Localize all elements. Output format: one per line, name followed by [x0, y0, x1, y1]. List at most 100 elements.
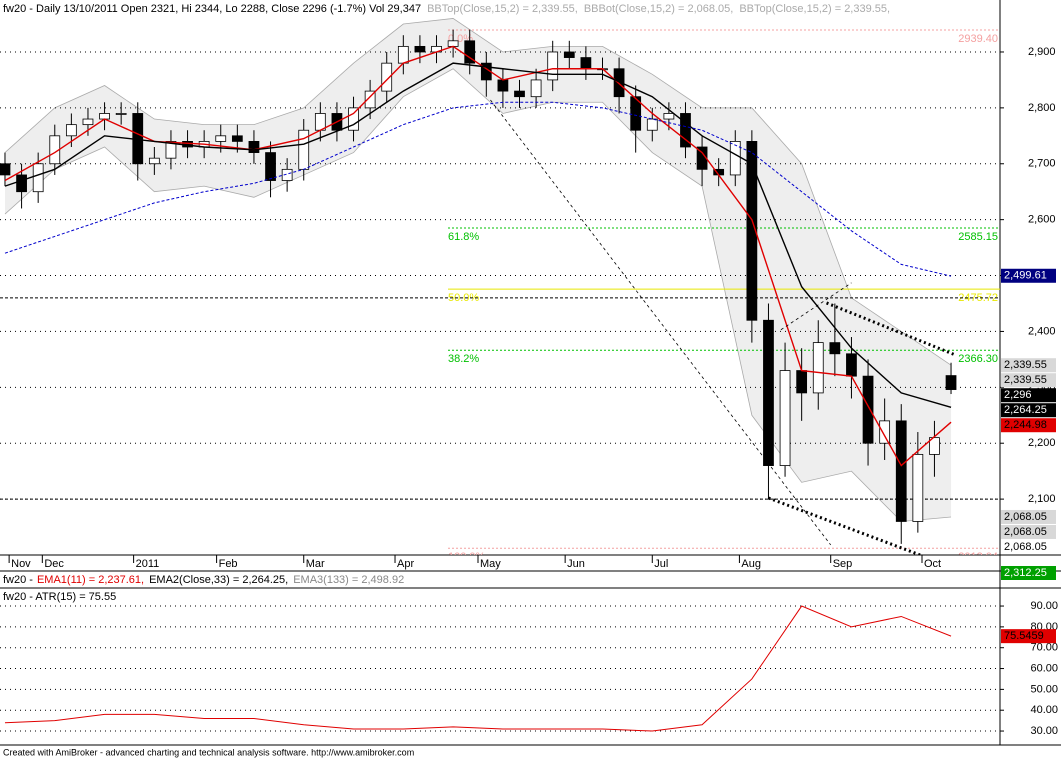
candle-body: [447, 40, 459, 47]
fib-level-label: 100.0%: [448, 551, 486, 563]
candle-body: [895, 420, 907, 522]
axis-marker-label: 75.5459: [1004, 630, 1044, 642]
candle-body: [397, 45, 409, 64]
candle-body: [215, 135, 227, 142]
fib-value-label: 2475.72: [958, 292, 998, 304]
candle-body: [381, 62, 393, 92]
candle-body: [32, 163, 44, 193]
fib-value-label: 2012.04: [958, 551, 998, 563]
candle-body: [348, 107, 359, 131]
axis-marker-label: 2,499.61: [1004, 270, 1047, 282]
axis-marker: [1001, 509, 1056, 524]
trend-line: [825, 301, 956, 357]
candle-body: [879, 420, 891, 444]
candle-body: [630, 96, 642, 131]
x-tick-label: Feb: [219, 558, 238, 570]
axis-marker-label: 2,068.05: [1004, 526, 1047, 538]
atr-line: [4, 605, 952, 732]
fib-level-label: 61.8%: [448, 231, 479, 243]
ema-line: [4, 62, 952, 408]
candle-body: [281, 168, 293, 181]
x-tick-label: Dec: [44, 558, 64, 570]
axis-marker: [1001, 358, 1056, 373]
candle-body: [862, 375, 874, 444]
x-tick-label: Apr: [397, 558, 414, 570]
y-tick-label: 30.00: [1030, 725, 1058, 737]
y-tick-label: 2,100: [1028, 493, 1056, 505]
axis-marker-label: 2,264.25: [1004, 404, 1047, 416]
x-tick-label: Jul: [654, 558, 668, 570]
axis-marker: [1001, 539, 1056, 554]
legend-prefix: fw20 -: [3, 574, 33, 586]
axis-marker-label: 2,339.55: [1004, 359, 1047, 371]
axis-marker: [1001, 373, 1056, 388]
candle-body: [829, 342, 841, 355]
candle-body: [530, 79, 542, 98]
chart-title: fw20 - Daily 13/10/2011 Open 2321, Hi 23…: [3, 3, 421, 15]
candle-body: [563, 51, 575, 58]
y-tick-label: 60.00: [1030, 662, 1058, 674]
axis-marker-label: 2,296: [1004, 389, 1032, 401]
candle-body: [746, 141, 758, 321]
fib-level-label: 50.0%: [448, 292, 479, 304]
candle-body: [99, 113, 110, 120]
candle-body: [414, 45, 426, 53]
candle-body: [364, 90, 376, 109]
candle-body: [729, 141, 741, 176]
candle-body: [663, 113, 675, 120]
x-tick-label: Jun: [567, 558, 585, 570]
candle-body: [929, 437, 940, 455]
candle-body: [680, 113, 691, 148]
candle-body: [912, 453, 924, 522]
panel-title: fw20 - ATR(15) = 75.55: [3, 591, 116, 603]
trend-line: [767, 496, 925, 555]
candle-body: [547, 51, 559, 81]
y-tick-label: 70.00: [1030, 642, 1058, 654]
indicator-label: BBBot(Close,15,2) = 2,068.05,: [584, 3, 734, 15]
x-tick-label: Oct: [924, 558, 941, 570]
candle-body: [779, 370, 791, 466]
x-tick-label: Sep: [833, 558, 853, 570]
candle-body: [812, 342, 824, 394]
candle-body: [82, 118, 94, 126]
candle-body: [846, 353, 857, 377]
y-tick-label: 2,900: [1028, 46, 1056, 58]
candle-body: [0, 163, 11, 176]
axis-marker: [1001, 268, 1056, 283]
axis-marker: [1001, 388, 1056, 403]
x-tick-label: Aug: [741, 558, 761, 570]
axis-marker: [1001, 629, 1056, 644]
axis-marker-label: 2,068.05: [1004, 541, 1047, 553]
candle-body: [248, 141, 260, 153]
candle-body: [464, 40, 476, 64]
fib-level-label: 38.2%: [448, 353, 479, 365]
x-tick-label: Nov: [11, 558, 31, 570]
bollinger-lower: [4, 68, 952, 522]
candle-body: [796, 370, 808, 394]
axis-marker-label: 2,339.55: [1004, 374, 1047, 386]
y-tick-label: 90.00: [1030, 600, 1058, 612]
axis-marker-label: 2,312.25: [1004, 567, 1047, 579]
y-tick-label: 2,700: [1028, 158, 1056, 170]
candle-body: [65, 124, 77, 137]
x-tick-label: Mar: [306, 558, 325, 570]
x-tick-label: May: [480, 558, 501, 570]
bollinger-upper: [4, 18, 952, 366]
trend-line: [780, 282, 852, 331]
candle-body: [148, 157, 160, 165]
fib-value-label: 2366.30: [958, 353, 998, 365]
footer: Created with AmiBroker - advanced charti…: [3, 747, 414, 757]
indicator-label: BBTop(Close,15,2) = 2,339.55,: [427, 3, 578, 15]
indicator-label: BBTop(Close,15,2) = 2,339.55,: [739, 3, 890, 15]
y-tick-label: 2,600: [1028, 214, 1056, 226]
legend-entry: EMA2(Close,33) = 2,264.25,: [149, 574, 288, 586]
candle-body: [231, 135, 243, 142]
candle-body: [763, 319, 774, 466]
axis-marker: [1001, 524, 1056, 539]
y-tick-label: 40.00: [1030, 704, 1058, 716]
axis-marker-label: 2,244.98: [1004, 419, 1047, 431]
y-tick-label: 50.00: [1030, 683, 1058, 695]
axis-marker: [1001, 418, 1056, 433]
